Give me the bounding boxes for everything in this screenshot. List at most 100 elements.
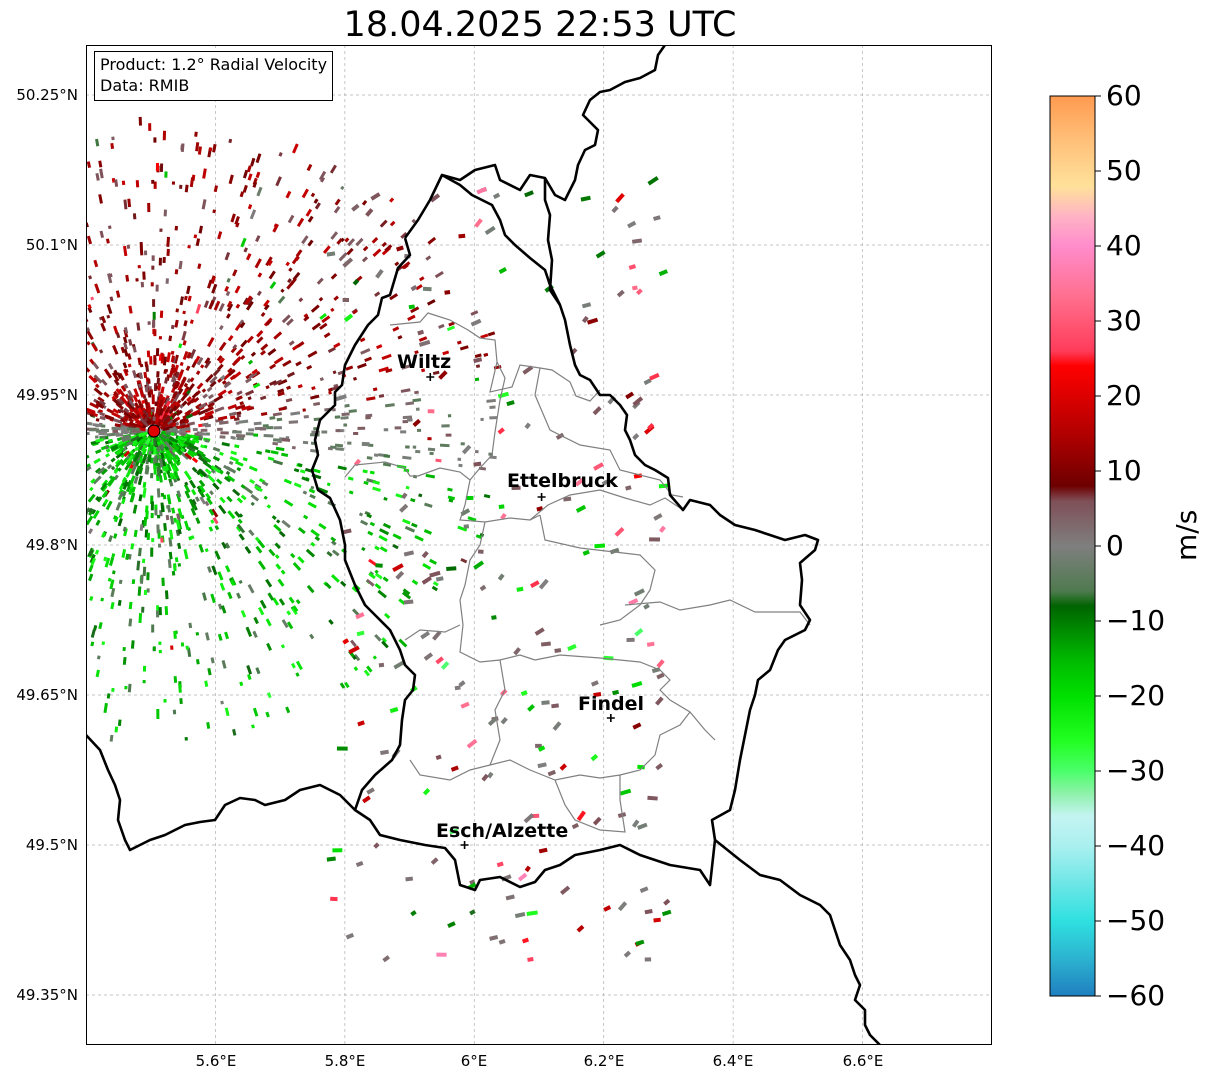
echo-pixel xyxy=(142,413,147,418)
echo-pixel xyxy=(603,905,612,912)
echo-pixel xyxy=(13,494,21,500)
echo-pixel xyxy=(188,498,196,509)
echo-pixel xyxy=(69,296,76,305)
echo-pixel xyxy=(415,407,420,411)
echo-pixel xyxy=(46,425,51,428)
echo-pixel xyxy=(328,387,333,392)
echo-pixel xyxy=(217,231,223,240)
echo-pixel xyxy=(119,427,130,432)
echo-pixel xyxy=(158,458,164,468)
echo-pixel xyxy=(405,445,410,449)
echo-pixel xyxy=(72,416,77,420)
echo-pixel xyxy=(198,456,208,465)
echo-pixel xyxy=(475,534,483,539)
echo-pixel xyxy=(265,578,273,588)
echo-pixel xyxy=(213,185,219,193)
echo-pixel xyxy=(651,667,661,674)
echo-pixel xyxy=(489,934,499,941)
echo-pixel xyxy=(352,278,360,286)
echo-pixel xyxy=(221,380,227,385)
echo-pixel xyxy=(281,519,291,529)
echo-pixel xyxy=(225,313,231,319)
echo-pixel xyxy=(398,598,406,605)
echo-pixel xyxy=(238,579,243,584)
echo-pixel xyxy=(239,321,246,329)
echo-pixel xyxy=(353,431,359,436)
echo-pixel xyxy=(306,364,313,370)
echo-pixel xyxy=(21,220,25,225)
echo-pixel xyxy=(72,467,81,474)
echo-pixel xyxy=(498,938,506,945)
echo-pixel xyxy=(487,771,494,779)
echo-pixel xyxy=(10,514,16,520)
echo-pixel xyxy=(381,640,389,649)
echo-pixel xyxy=(180,435,191,441)
echo-pixel xyxy=(37,375,45,381)
echo-pixel xyxy=(330,273,338,280)
echo-pixel xyxy=(218,504,227,515)
echo-pixel xyxy=(338,252,348,262)
echo-pixel xyxy=(164,606,169,616)
echo-pixel xyxy=(133,388,140,398)
echo-pixel xyxy=(302,440,309,445)
echo-pixel xyxy=(76,511,82,517)
echo-pixel xyxy=(477,549,484,554)
echo-pixel xyxy=(15,431,20,434)
echo-pixel xyxy=(344,237,350,243)
echo-pixel xyxy=(438,370,448,380)
lat-tick-label: 49.65°N xyxy=(16,686,78,704)
echo-pixel xyxy=(372,387,378,392)
echo-pixel xyxy=(13,438,22,442)
echo-pixel xyxy=(80,448,85,452)
echo-pixel xyxy=(120,417,127,423)
echo-pixel xyxy=(240,609,247,618)
echo-pixel xyxy=(259,395,267,401)
echo-pixel xyxy=(582,549,590,556)
echo-pixel xyxy=(130,493,136,502)
echo-pixel xyxy=(383,496,388,501)
echo-pixel xyxy=(117,467,122,472)
echo-pixel xyxy=(0,445,3,448)
echo-pixel xyxy=(109,296,114,302)
city-label-esch: Esch/Alzette xyxy=(436,820,569,842)
echo-pixel xyxy=(424,502,433,508)
city-markers xyxy=(426,373,615,849)
echo-pixel xyxy=(120,457,129,467)
echo-pixel xyxy=(74,559,80,566)
echo-pixel xyxy=(81,419,85,422)
echo-pixel xyxy=(103,556,108,562)
echo-pixel xyxy=(160,386,165,394)
echo-pixel xyxy=(3,593,11,602)
echo-pixel xyxy=(474,377,480,382)
echo-pixel xyxy=(372,480,380,485)
echo-pixel xyxy=(10,668,15,673)
echo-pixel xyxy=(59,475,65,480)
echo-pixel xyxy=(560,885,571,895)
echo-pixel xyxy=(245,300,254,311)
echo-pixel xyxy=(98,622,103,630)
echo-pixel xyxy=(133,529,138,538)
echo-pixel xyxy=(236,466,242,472)
echo-pixel xyxy=(0,643,5,649)
echo-pixel xyxy=(180,432,186,437)
echo-pixel xyxy=(207,667,212,676)
echo-pixel xyxy=(236,390,243,396)
echo-pixel xyxy=(310,529,320,538)
echo-pixel xyxy=(271,515,277,520)
echo-pixel xyxy=(95,172,100,181)
echo-pixel xyxy=(144,361,149,367)
echo-pixel xyxy=(227,367,233,374)
echo-pixel xyxy=(154,455,158,464)
echo-pixel xyxy=(5,290,12,297)
echo-pixel xyxy=(113,390,120,397)
echo-pixel xyxy=(150,408,154,413)
data-source-label: Data: RMIB xyxy=(100,76,190,95)
echo-pixel xyxy=(601,479,609,486)
echo-pixel xyxy=(306,584,315,594)
echo-pixel xyxy=(217,415,228,421)
echo-pixel xyxy=(72,281,78,290)
echo-pixel xyxy=(643,378,652,386)
echo-pixel xyxy=(520,690,528,697)
echo-pixel xyxy=(86,429,88,433)
echo-pixel xyxy=(242,169,249,179)
